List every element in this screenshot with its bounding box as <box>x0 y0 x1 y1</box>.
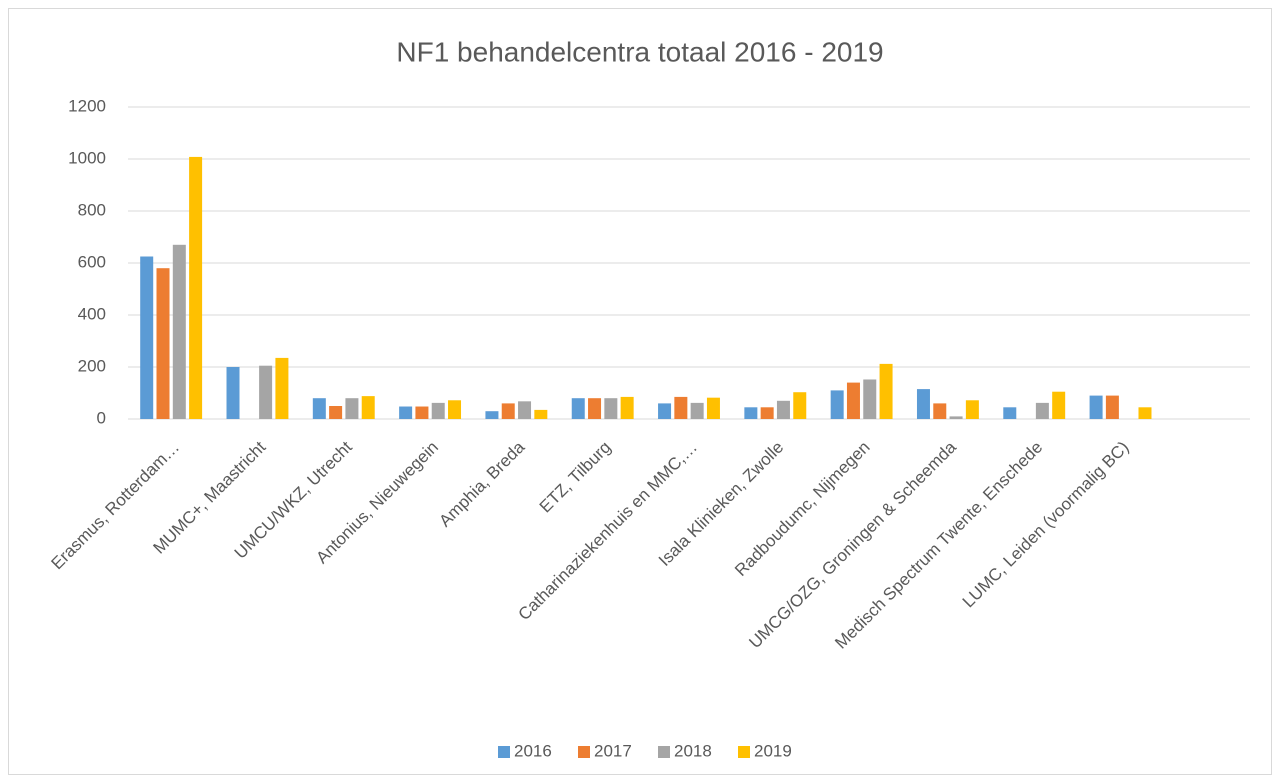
bar <box>329 406 343 419</box>
bar <box>534 409 548 419</box>
bar <box>846 382 860 419</box>
bar <box>172 244 186 419</box>
bar <box>793 392 807 419</box>
bar <box>949 416 963 419</box>
bar <box>1138 407 1152 419</box>
bar <box>571 398 585 419</box>
chart-frame <box>8 8 1272 775</box>
legend-swatch <box>498 746 510 758</box>
bar <box>760 407 774 419</box>
bar <box>830 390 844 419</box>
y-tick-label: 800 <box>78 200 106 219</box>
bar <box>620 396 634 419</box>
bar <box>965 400 979 419</box>
bar <box>312 398 326 419</box>
bar <box>916 389 930 419</box>
bar <box>658 403 672 419</box>
bar <box>674 396 688 419</box>
bar <box>518 401 532 419</box>
legend-swatch <box>658 746 670 758</box>
bar <box>588 398 602 419</box>
bar <box>448 400 462 419</box>
legend-swatch <box>738 746 750 758</box>
bar <box>744 407 758 419</box>
legend-swatch <box>578 746 590 758</box>
y-tick-label: 600 <box>78 252 106 271</box>
bar <box>690 402 704 419</box>
bar <box>604 398 618 419</box>
bar <box>431 402 445 419</box>
bar <box>275 357 289 419</box>
bar <box>345 398 359 419</box>
bar <box>156 268 170 419</box>
y-tick-label: 0 <box>97 408 106 427</box>
bar <box>415 406 429 419</box>
bar <box>933 403 947 419</box>
bar <box>140 256 154 419</box>
bar <box>1089 395 1103 419</box>
chart-title: NF1 behandelcentra totaal 2016 - 2019 <box>396 36 883 67</box>
bar <box>879 363 893 419</box>
bar <box>399 406 413 419</box>
bar <box>1105 395 1119 419</box>
y-tick-label: 200 <box>78 356 106 375</box>
y-tick-label: 1200 <box>68 96 106 115</box>
bar <box>361 396 375 419</box>
legend-label: 2017 <box>594 741 632 760</box>
legend-label: 2018 <box>674 741 712 760</box>
bar <box>259 365 273 419</box>
bar <box>1052 391 1066 419</box>
bar <box>863 379 877 419</box>
bar <box>501 403 515 419</box>
legend-label: 2019 <box>754 741 792 760</box>
bar <box>1035 402 1049 419</box>
bar <box>1003 407 1017 419</box>
bar <box>776 400 790 419</box>
bar <box>189 156 203 420</box>
bar <box>485 411 499 419</box>
bar <box>226 367 240 419</box>
y-tick-label: 400 <box>78 304 106 323</box>
bar <box>706 397 720 419</box>
legend-label: 2016 <box>514 741 552 760</box>
y-tick-label: 1000 <box>68 148 106 167</box>
